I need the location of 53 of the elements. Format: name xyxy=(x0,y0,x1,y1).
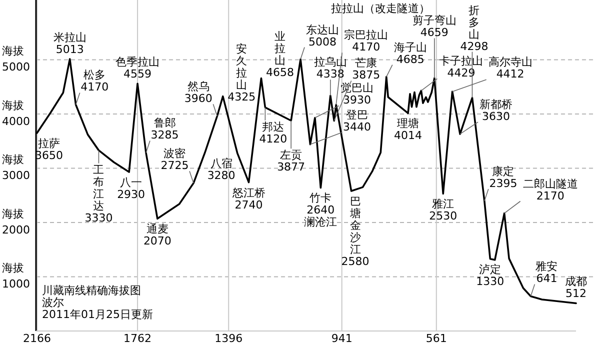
annotation: 波尔 xyxy=(42,296,64,309)
annotation: 通麦 2070 xyxy=(143,222,172,248)
annotation: 波密 2725 xyxy=(160,147,189,172)
annotation: 二郎山隧道 2170 xyxy=(522,177,578,202)
annotation: 拉拉山（改走隧道） xyxy=(331,2,430,15)
annotation: 海子山 4685 xyxy=(394,40,427,66)
annotation: 剪子弯山 4659 xyxy=(412,14,456,40)
annotation: 康定 2395 xyxy=(489,165,518,190)
annotation: 折多山 4298 xyxy=(460,4,488,53)
annotation: 理塘 4014 xyxy=(394,117,422,142)
y-tick-label: 1000 xyxy=(2,278,30,291)
annotation: 八一 2930 xyxy=(117,176,146,202)
annotation: 巴塘金沙江 2580 xyxy=(341,195,370,268)
annotation: 工布江达 3330 xyxy=(84,163,113,224)
annotation: 新都桥 3630 xyxy=(480,98,513,124)
text: 川藏南线精确海拔图 xyxy=(42,284,141,297)
x-tick-label: 2166 xyxy=(22,332,51,345)
y-tick-label: 3000 xyxy=(2,169,30,182)
annotation: 雅安 641 xyxy=(536,260,558,286)
annotation: 泸定 1330 xyxy=(476,262,504,288)
annotation: 2011年01月25日更新 xyxy=(42,308,153,321)
annotation: 米拉山 5013 xyxy=(53,30,86,56)
text: 海拔 xyxy=(2,153,24,166)
annotation: 觉巴山 3930 xyxy=(340,82,374,107)
annotation: 安久拉山 4325 xyxy=(228,42,256,104)
x-tick-label: 1762 xyxy=(124,332,152,345)
annotation: 怒江桥 2740 xyxy=(231,186,266,212)
annotation: 宗巴拉山 4170 xyxy=(344,28,388,54)
text: 海拔 xyxy=(2,44,24,58)
annotation: 然乌 3960 xyxy=(184,80,212,106)
text: 海拔 xyxy=(2,98,24,112)
annotation: 八宿 3280 xyxy=(207,157,236,182)
y-tick-label: 5000 xyxy=(2,60,30,74)
y-tick-label: 2000 xyxy=(2,223,30,236)
annotation: 鲁郎 3285 xyxy=(150,116,179,142)
annotation: 雅江 2530 xyxy=(429,198,458,223)
annotation: 松多 4170 xyxy=(80,68,109,94)
y-tick-label: 4000 xyxy=(2,114,30,128)
annotation: 高尔寺山 4412 xyxy=(488,56,532,81)
x-tick-label: 1396 xyxy=(214,332,243,345)
annotation: 芒康 3875 xyxy=(352,56,380,82)
annotation: 左贡 3877 xyxy=(277,148,306,174)
y-axis-title: 海拔 xyxy=(2,262,24,275)
annotation: 竹卡 2640 澜沧江 xyxy=(304,192,338,229)
x-tick-label: 561 xyxy=(426,332,447,345)
annotation: 成都 512 xyxy=(565,275,587,300)
annotation: 东达山 5008 xyxy=(306,23,340,48)
annotation: 色季拉山 4559 xyxy=(116,56,160,81)
annotation: 业拉山 4658 xyxy=(266,30,294,80)
annotation: 邦达 4120 xyxy=(259,120,288,146)
x-tick-label: 941 xyxy=(331,332,352,345)
annotation: 登巴 3440 xyxy=(343,108,372,134)
text: 海拔 xyxy=(2,207,24,220)
